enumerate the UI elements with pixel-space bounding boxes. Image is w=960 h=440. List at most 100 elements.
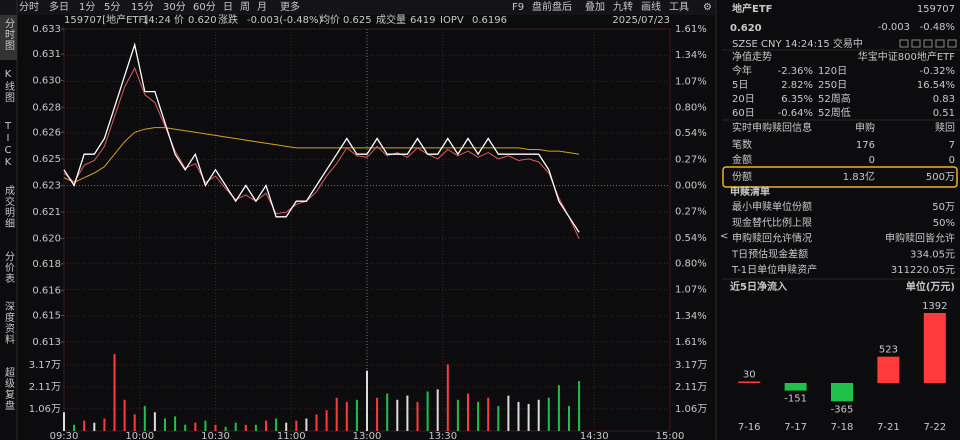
volume-bar (507, 395, 510, 431)
inflow-value: -151 (784, 394, 807, 405)
volume-tick-label: 1.06万 (675, 404, 707, 415)
period-tab[interactable]: 日 (223, 2, 233, 13)
side-tab[interactable]: K线图 (3, 69, 15, 103)
nav-value: -0.32% (920, 66, 955, 77)
list-value: 50% (933, 218, 955, 229)
volume-bar (568, 406, 570, 431)
last-price: 0.620 (730, 23, 762, 34)
volume-bar (73, 424, 76, 431)
y-tick-label: 0.626 (32, 127, 61, 138)
volume-bar (184, 424, 187, 431)
period-tab[interactable]: 月 (257, 1, 267, 13)
volume-bar (416, 401, 419, 431)
volume-bar (386, 393, 389, 431)
nav-value: 0.83 (933, 94, 955, 105)
side-tab[interactable]: TICK (3, 121, 14, 169)
volume-bar (547, 397, 550, 431)
nav-label: 250日 (818, 80, 847, 91)
nav-value: 16.54% (917, 80, 955, 91)
creation-value: 0 (949, 155, 955, 166)
period-tab[interactable]: 60分 (193, 1, 216, 13)
inflow-bar (923, 313, 946, 383)
quote-iopv: 0.6196 (472, 15, 507, 26)
icon[interactable] (911, 39, 921, 48)
y2-tick-label: 0.54% (675, 233, 707, 244)
x-tick-label: 13:30 (428, 431, 457, 440)
list-value: 申购赎回皆允许 (885, 232, 955, 245)
tool-button[interactable]: F9 (512, 2, 524, 13)
x-tick-label: 15:00 (656, 431, 685, 440)
tool-button[interactable]: 盘前盘后 (532, 0, 572, 13)
y-tick-label: 0.620 (32, 234, 61, 245)
volume-bar (477, 401, 480, 431)
inflow-category: 7-18 (831, 422, 854, 433)
period-tab[interactable]: 30分 (163, 1, 186, 13)
creation-value: 176 (856, 140, 875, 151)
volume-bar (436, 389, 439, 431)
nav-title: 净值走势 (732, 50, 772, 63)
x-tick-label: 11:00 (277, 431, 306, 440)
y2-tick-label: 0.27% (675, 207, 707, 218)
creation-value: 1.83亿 (843, 170, 875, 183)
volume-bar (315, 414, 318, 431)
x-tick-label: 10:30 (201, 431, 230, 440)
volume-bar (487, 397, 490, 431)
volume-bar (517, 401, 520, 431)
highlight-box (722, 166, 958, 188)
volume-bar (325, 410, 328, 431)
x-tick-label: 09:30 (50, 431, 79, 440)
tool-button[interactable]: 画线 (641, 0, 661, 13)
icon[interactable] (923, 39, 933, 48)
volume-bar (497, 406, 500, 431)
icon[interactable] (947, 39, 957, 48)
quote-change-label: 涨跌 (218, 13, 238, 26)
quote-volume: 6419 (410, 15, 435, 26)
volume-tick-label: 2.11万 (675, 382, 707, 393)
tool-button[interactable]: 九转 (613, 0, 633, 13)
y-tick-label: 0.625 (32, 154, 61, 165)
side-tab[interactable]: 分价表 (3, 251, 15, 284)
period-tab[interactable]: 多日 (49, 0, 69, 13)
inflow-bar (831, 383, 853, 402)
side-tab[interactable]: 成交明细 (3, 185, 15, 229)
list-value: 50万 (932, 202, 955, 213)
period-tab[interactable]: 分时 (19, 1, 39, 13)
y2-tick-label: 1.07% (675, 285, 707, 296)
side-tab[interactable]: 深度资料 (3, 301, 15, 345)
period-tab[interactable]: 更多 (280, 0, 300, 13)
side-tab[interactable]: 超级复盘 (3, 366, 15, 411)
tab-selected-bg (0, 15, 17, 60)
settings-icon[interactable]: ⚙ (703, 2, 712, 13)
icon[interactable] (935, 39, 945, 48)
fund-code: 159707 (917, 4, 955, 15)
volume-bar (376, 397, 379, 431)
period-tab[interactable]: 5分 (104, 1, 120, 13)
period-tab[interactable]: 1分 (79, 1, 95, 13)
period-tab[interactable]: 周 (240, 1, 250, 13)
volume-bar (345, 401, 348, 431)
y2-tick-label: 1.34% (675, 311, 707, 322)
nav-label: 52周低 (818, 106, 851, 119)
list-label: 现金替代比例上限 (732, 216, 812, 229)
period-tab[interactable]: 15分 (131, 1, 154, 13)
nav-label: 今年 (732, 64, 752, 77)
side-tab[interactable]: 分时图 (3, 18, 15, 51)
volume-tick-label: 1.06万 (29, 404, 61, 415)
collapse-arrow[interactable]: < (720, 231, 728, 242)
volume-bar (83, 420, 86, 431)
inflow-value: 30 (743, 369, 756, 380)
quote-volume-label: 成交量 (376, 13, 406, 26)
nav-value: -0.64% (778, 108, 813, 119)
volume-bar (537, 399, 540, 431)
tool-button[interactable]: 工具 (669, 1, 689, 13)
volume-bar (93, 422, 96, 431)
inflow-category: 7-22 (923, 422, 946, 433)
volume-bar (254, 424, 257, 431)
volume-bar (355, 399, 358, 431)
icon[interactable] (899, 39, 909, 48)
tool-button[interactable]: 叠加 (585, 1, 605, 13)
y2-tick-label: 1.61% (675, 24, 707, 35)
volume-bar (214, 424, 217, 431)
x-tick-label: 14:30 (580, 431, 609, 440)
